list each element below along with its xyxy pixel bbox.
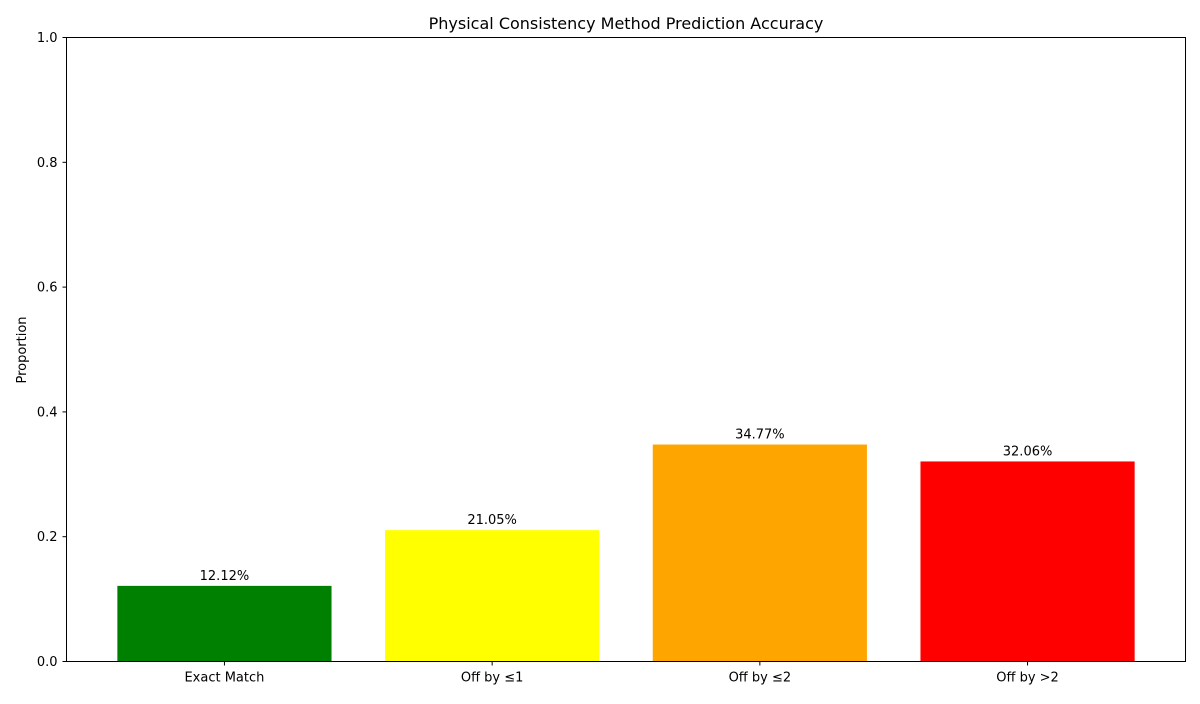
y-axis-label: Proportion (15, 316, 30, 383)
y-tick-label: 0.0 (37, 655, 58, 670)
chart-title: Physical Consistency Method Prediction A… (429, 14, 824, 33)
x-tick-label: Off by ≤1 (461, 671, 524, 686)
y-axis-ticks: 0.0 0.2 0.4 0.6 0.8 1.0 (37, 31, 67, 670)
y-tick-label: 0.6 (37, 281, 58, 296)
bar-value-label: 32.06% (1003, 444, 1053, 459)
x-axis-ticks: Exact Match Off by ≤1 Off by ≤2 Off by >2 (184, 661, 1059, 686)
bar-3 (652, 444, 867, 662)
bar-value-label: 34.77% (735, 428, 785, 443)
plot-frame (66, 37, 1186, 662)
bar-value-label: 12.12% (200, 569, 250, 584)
data-labels: 12.12% 21.05% 34.77% 32.06% (200, 428, 1053, 584)
bars-group (117, 444, 1135, 662)
y-tick-label: 1.0 (37, 31, 58, 46)
bar-value-label: 21.05% (467, 513, 517, 528)
x-tick-label: Exact Match (184, 671, 264, 686)
bar-4 (920, 461, 1135, 662)
x-tick-label: Off by ≤2 (729, 671, 792, 686)
bar-1 (117, 585, 332, 662)
y-tick-label: 0.2 (37, 530, 58, 545)
y-tick-label: 0.4 (37, 405, 58, 420)
x-tick-label: Off by >2 (996, 671, 1059, 686)
y-tick-label: 0.8 (37, 156, 58, 171)
bar-2 (385, 530, 600, 662)
